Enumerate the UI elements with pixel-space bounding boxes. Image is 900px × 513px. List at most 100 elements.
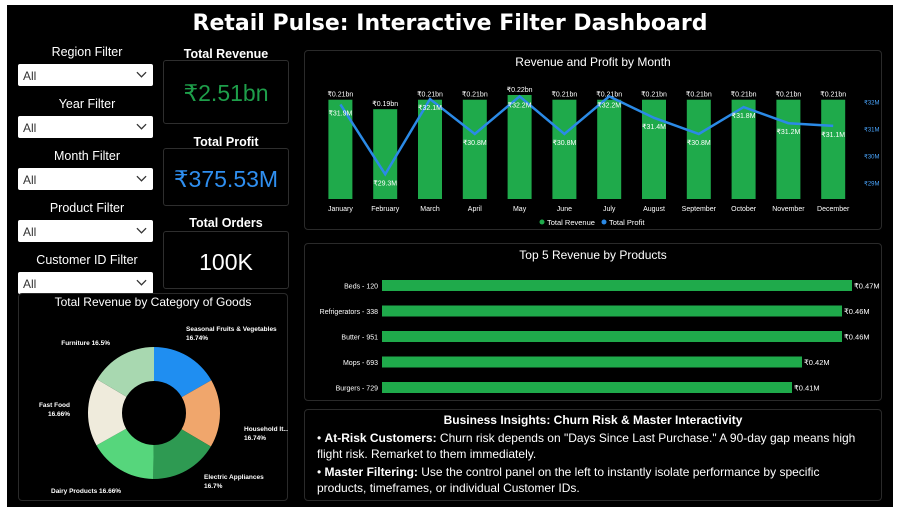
month-filter-label: Month Filter — [54, 149, 120, 163]
category-donut-panel — [18, 293, 288, 501]
revenue-bar — [776, 99, 801, 199]
legend-revenue-label: Total Revenue — [547, 218, 595, 227]
chevron-down-icon — [136, 71, 147, 78]
month-tick-label: June — [557, 206, 572, 213]
profit-data-label: ₹31.2M — [776, 128, 800, 136]
month-tick-label: November — [772, 206, 805, 213]
revenue-bar — [418, 99, 442, 199]
revenue-data-label: ₹0.21bn — [820, 91, 846, 99]
product-filter-select[interactable]: All — [18, 220, 153, 242]
month-tick-label: September — [682, 206, 717, 213]
region-filter-label: Region Filter — [51, 45, 123, 59]
slice-percent-label: 16.74% — [186, 335, 208, 342]
total-orders-card — [163, 231, 289, 289]
month-tick-label: July — [603, 206, 616, 213]
profit-axis-tick: ₹32M — [864, 100, 880, 107]
product-value-label: ₹0.46M — [844, 307, 870, 316]
category-donut-chart: Seasonal Fruits & Vegetables 16.74% Househ… — [39, 326, 288, 495]
category-slice — [153, 429, 211, 479]
slice-percent-label: 16.74% — [244, 435, 266, 442]
revenue-data-label: ₹0.21bn — [417, 91, 443, 99]
revenue-bar — [507, 95, 532, 199]
revenue-data-label: ₹0.21bn — [686, 91, 712, 99]
legend-profit-marker — [601, 219, 607, 225]
insight-at-risk-text: Churn risk depends on "Days Since Last P… — [317, 431, 856, 461]
slice-category-label: Electric Appliances — [204, 474, 264, 481]
revenue-data-label: ₹0.21bn — [731, 91, 757, 99]
profit-data-label: ₹31.8M — [732, 112, 756, 120]
profit-axis-tick: ₹31M — [864, 127, 880, 134]
revenue-bar — [597, 99, 622, 199]
revenue-data-label: ₹0.21bn — [327, 91, 353, 99]
month-filter-value: All — [23, 173, 37, 187]
insight-master-filtering-head: Master Filtering: — [324, 465, 418, 479]
revenue-data-label: ₹0.21bn — [596, 91, 622, 99]
profit-data-label: ₹32.2M — [597, 101, 621, 109]
category-slice — [154, 347, 212, 398]
profit-axis-tick: ₹30M — [864, 153, 880, 160]
total-orders-value: 100K — [199, 249, 253, 275]
revenue-bar — [373, 109, 398, 199]
slice-category-label: Household It... — [244, 426, 288, 433]
revenue-data-label: ₹0.21bn — [462, 91, 488, 99]
customer-id-filter-select[interactable]: All — [18, 272, 153, 294]
revenue-profit-chart-panel — [304, 50, 882, 230]
month-tick-label: December — [817, 206, 850, 213]
year-filter-select[interactable]: All — [18, 116, 153, 138]
revenue-data-label: ₹0.21bn — [551, 91, 577, 99]
profit-data-label: ₹32.1M — [418, 104, 442, 112]
total-revenue-title: Total Revenue — [183, 47, 269, 61]
revenue-profit-chart-title: Revenue and Profit by Month — [515, 55, 671, 69]
product-revenue-bar — [382, 331, 842, 342]
category-slice — [96, 428, 154, 479]
product-label: Beds - 120 — [344, 284, 378, 291]
profit-axis-tick: ₹29M — [864, 180, 880, 187]
product-label: Refrigerators - 338 — [320, 309, 378, 316]
total-profit-title: Total Profit — [193, 135, 259, 149]
profit-data-label: ₹29.3M — [373, 179, 397, 187]
revenue-bar — [462, 99, 487, 199]
product-revenue-bar — [382, 356, 802, 368]
revenue-bar — [552, 99, 577, 199]
region-filter-select[interactable]: All — [18, 64, 153, 86]
category-slice — [181, 380, 221, 447]
slice-category-label: Dairy Products 16.66% — [51, 488, 121, 495]
total-orders-title: Total Orders — [189, 216, 263, 230]
region-filter-value: All — [23, 69, 37, 83]
category-slice — [97, 347, 154, 397]
profit-line — [339, 94, 834, 177]
slice-percent-label: 16.66% — [48, 411, 70, 418]
profit-data-label: ₹30.8M — [687, 139, 711, 147]
slice-category-label: Furniture 16.5% — [61, 340, 110, 347]
legend-profit-label: Total Profit — [609, 218, 645, 227]
total-revenue-value: ₹2.51bn — [183, 80, 269, 106]
profit-data-label: ₹31.9M — [328, 109, 352, 117]
revenue-bar — [642, 99, 666, 199]
chevron-down-icon — [136, 123, 147, 130]
slice-category-label: Fast Food — [39, 402, 70, 409]
product-value-label: ₹0.46M — [844, 333, 870, 342]
category-slice — [87, 379, 127, 446]
profit-data-label: ₹32.2M — [508, 101, 532, 109]
month-tick-label: August — [643, 206, 665, 213]
slice-percent-label: 16.7% — [204, 483, 223, 490]
dashboard-title: Retail Pulse: Interactive Filter Dashboa… — [192, 11, 708, 36]
month-tick-label: October — [731, 206, 757, 213]
total-profit-card — [163, 148, 289, 206]
top-products-chart: Beds - 120 ₹0.47M Refrigerators - 338 ₹0.46… — [320, 280, 880, 393]
top-products-chart-panel — [304, 243, 882, 401]
insight-master-filtering: • Master Filtering: Use the control pane… — [317, 465, 820, 495]
chevron-down-icon — [136, 279, 147, 286]
business-insights-panel: Business Insights: Churn Risk & Master I… — [304, 409, 882, 501]
total-revenue-card — [163, 60, 289, 124]
insights-title: Business Insights: Churn Risk & Master I… — [443, 413, 743, 427]
profit-data-label: ₹30.8M — [463, 139, 487, 147]
insight-master-filtering-text: Use the control panel on the left to ins… — [317, 465, 820, 495]
product-label: Butter - 951 — [341, 335, 378, 342]
category-donut-title: Total Revenue by Category of Goods — [54, 295, 252, 309]
insight-at-risk: • At-Risk Customers: Churn risk depends … — [317, 431, 856, 461]
product-revenue-bar — [382, 280, 852, 291]
month-filter-select[interactable]: All — [18, 168, 153, 190]
product-revenue-bar — [382, 382, 792, 393]
revenue-data-label: ₹0.21bn — [775, 91, 801, 99]
